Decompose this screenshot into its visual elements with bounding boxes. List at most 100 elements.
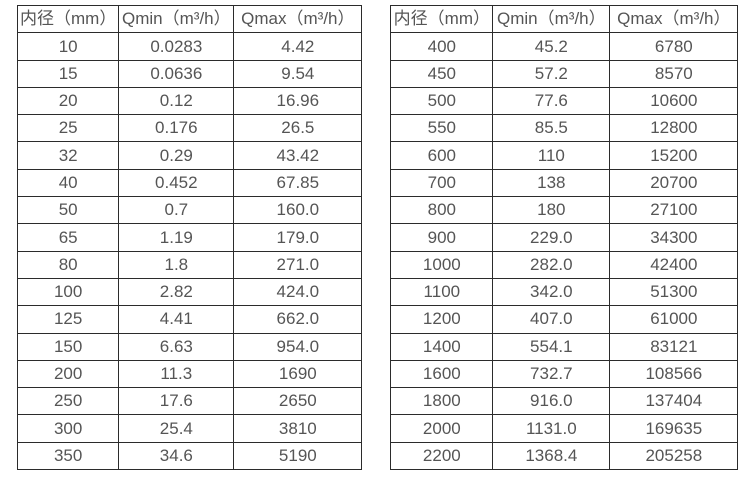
cell: 34.6 bbox=[118, 441, 235, 471]
table-row: 1100 342.0 51300 bbox=[390, 277, 739, 307]
cell: 800 bbox=[390, 196, 494, 225]
cell: 350 bbox=[16, 441, 120, 471]
cell: 4.41 bbox=[118, 305, 235, 334]
table-row: 32 0.29 43.42 bbox=[16, 141, 363, 170]
cell: 20700 bbox=[609, 168, 739, 198]
cell: 2200 bbox=[390, 441, 494, 471]
table-row: 300 25.4 3810 bbox=[16, 414, 363, 443]
table-row: 350 34.6 5190 bbox=[16, 441, 363, 471]
column-header: 内径（mm） bbox=[16, 4, 120, 34]
table-row: 25 0.176 26.5 bbox=[16, 114, 363, 143]
cell: 282.0 bbox=[492, 250, 611, 279]
cell: 10 bbox=[16, 32, 120, 61]
cell: 20 bbox=[16, 86, 120, 116]
cell: 108566 bbox=[609, 359, 739, 389]
table-row: 250 17.6 2650 bbox=[16, 387, 363, 416]
table-row: 40 0.452 67.85 bbox=[16, 168, 363, 198]
cell: 1.19 bbox=[118, 223, 235, 252]
table-row: 1400 554.1 83121 bbox=[390, 332, 739, 361]
cell: 229.0 bbox=[492, 223, 611, 252]
table-row: 2200 1368.4 205258 bbox=[390, 441, 739, 471]
cell: 1200 bbox=[390, 305, 494, 334]
cell: 6780 bbox=[609, 32, 739, 61]
cell: 25.4 bbox=[118, 414, 235, 443]
cell: 0.29 bbox=[118, 141, 235, 170]
cell: 179.0 bbox=[233, 223, 363, 252]
cell: 150 bbox=[16, 332, 120, 361]
table-row: 10 0.0283 4.42 bbox=[16, 32, 363, 61]
table-row: 200 11.3 1690 bbox=[16, 359, 363, 389]
cell: 0.7 bbox=[118, 196, 235, 225]
cell: 424.0 bbox=[233, 277, 363, 307]
cell: 180 bbox=[492, 196, 611, 225]
cell: 271.0 bbox=[233, 250, 363, 279]
cell: 16.96 bbox=[233, 86, 363, 116]
header-row: 内径（mm） Qmin（m³/h） Qmax（m³/h） bbox=[16, 4, 363, 34]
cell: 450 bbox=[390, 59, 494, 88]
cell: 15200 bbox=[609, 141, 739, 170]
cell: 916.0 bbox=[492, 387, 611, 416]
column-header: Qmax（m³/h） bbox=[233, 4, 363, 34]
cell: 65 bbox=[16, 223, 120, 252]
cell: 700 bbox=[390, 168, 494, 198]
cell: 300 bbox=[16, 414, 120, 443]
cell: 900 bbox=[390, 223, 494, 252]
cell: 205258 bbox=[609, 441, 739, 471]
cell: 34300 bbox=[609, 223, 739, 252]
cell: 0.452 bbox=[118, 168, 235, 198]
cell: 8570 bbox=[609, 59, 739, 88]
cell: 50 bbox=[16, 196, 120, 225]
cell: 6.63 bbox=[118, 332, 235, 361]
cell: 27100 bbox=[609, 196, 739, 225]
table-row: 550 85.5 12800 bbox=[390, 114, 739, 143]
cell: 400 bbox=[390, 32, 494, 61]
column-header: Qmin（m³/h） bbox=[492, 4, 611, 34]
table-row: 1600 732.7 108566 bbox=[390, 359, 739, 389]
cell: 0.0283 bbox=[118, 32, 235, 61]
cell: 51300 bbox=[609, 277, 739, 307]
cell: 1600 bbox=[390, 359, 494, 389]
cell: 662.0 bbox=[233, 305, 363, 334]
table-row: 1200 407.0 61000 bbox=[390, 305, 739, 334]
cell: 554.1 bbox=[492, 332, 611, 361]
cell: 77.6 bbox=[492, 86, 611, 116]
cell: 1800 bbox=[390, 387, 494, 416]
cell: 200 bbox=[16, 359, 120, 389]
cell: 42400 bbox=[609, 250, 739, 279]
cell: 1368.4 bbox=[492, 441, 611, 471]
table-row: 100 2.82 424.0 bbox=[16, 277, 363, 307]
cell: 10600 bbox=[609, 86, 739, 116]
cell: 342.0 bbox=[492, 277, 611, 307]
table-row: 1800 916.0 137404 bbox=[390, 387, 739, 416]
cell: 1.8 bbox=[118, 250, 235, 279]
cell: 0.12 bbox=[118, 86, 235, 116]
cell: 32 bbox=[16, 141, 120, 170]
column-header: Qmin（m³/h） bbox=[118, 4, 235, 34]
cell: 600 bbox=[390, 141, 494, 170]
cell: 4.42 bbox=[233, 32, 363, 61]
cell: 500 bbox=[390, 86, 494, 116]
table-row: 2000 1131.0 169635 bbox=[390, 414, 739, 443]
cell: 732.7 bbox=[492, 359, 611, 389]
cell: 67.85 bbox=[233, 168, 363, 198]
cell: 80 bbox=[16, 250, 120, 279]
cell: 40 bbox=[16, 168, 120, 198]
table-row: 150 6.63 954.0 bbox=[16, 332, 363, 361]
table-row: 65 1.19 179.0 bbox=[16, 223, 363, 252]
cell: 160.0 bbox=[233, 196, 363, 225]
cell: 100 bbox=[16, 277, 120, 307]
cell: 25 bbox=[16, 114, 120, 143]
cell: 17.6 bbox=[118, 387, 235, 416]
cell: 954.0 bbox=[233, 332, 363, 361]
cell: 1690 bbox=[233, 359, 363, 389]
cell: 138 bbox=[492, 168, 611, 198]
table-row: 700 138 20700 bbox=[390, 168, 739, 198]
cell: 61000 bbox=[609, 305, 739, 334]
cell: 85.5 bbox=[492, 114, 611, 143]
cell: 1100 bbox=[390, 277, 494, 307]
cell: 9.54 bbox=[233, 59, 363, 88]
cell: 0.0636 bbox=[118, 59, 235, 88]
table-row: 80 1.8 271.0 bbox=[16, 250, 363, 279]
flow-table-small-diameters: 内径（mm） Qmin（m³/h） Qmax（m³/h） 10 0.0283 4.42 15… bbox=[16, 4, 363, 471]
